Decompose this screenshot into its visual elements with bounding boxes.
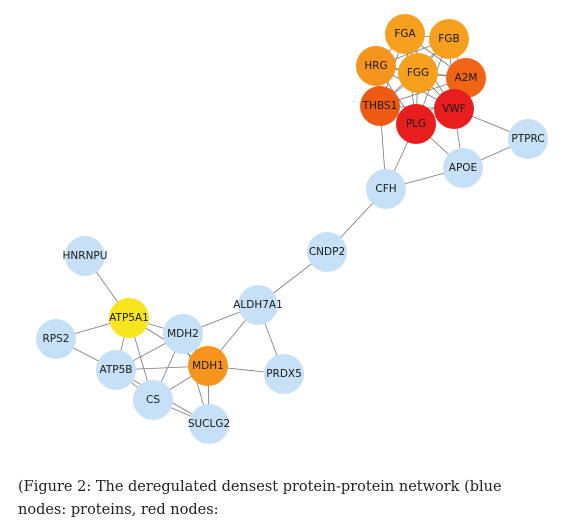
node-suclg2: SUCLG2 [188, 404, 230, 444]
node-vwf: VWF [434, 89, 474, 129]
node-circle-plg [396, 104, 436, 144]
node-label-suclg2: SUCLG2 [188, 418, 230, 430]
node-circle-fgb [429, 19, 469, 59]
node-cndp2: CNDP2 [307, 232, 347, 272]
caption-line-2: nodes: proteins, red nodes: [18, 502, 219, 518]
network-nodes: FGA FGB HRG FGG A2M THBS1 VWF PLG PTPRC APOE CFH CN… [36, 14, 548, 444]
node-label-cs: CS [146, 394, 160, 406]
node-prdx5: PRDX5 [264, 354, 304, 394]
node-circle-a2m [446, 58, 486, 98]
node-rps2: RPS2 [36, 319, 76, 359]
node-circle-thbs1 [360, 86, 400, 126]
node-circle-apoe [443, 148, 483, 188]
node-circle-atp5b [96, 350, 136, 390]
node-hnrnpu: HNRNPU [63, 236, 108, 276]
node-aldh7a1: ALDH7A1 [233, 285, 283, 325]
node-label-cfh: CFH [375, 183, 396, 195]
node-atp5b: ATP5B [96, 350, 136, 390]
node-label-prdx5: PRDX5 [266, 368, 302, 380]
node-label-hnrnpu: HNRNPU [63, 250, 108, 262]
node-circle-vwf [434, 89, 474, 129]
node-fgb: FGB [429, 19, 469, 59]
node-label-cndp2: CNDP2 [309, 246, 345, 258]
node-circle-rps2 [36, 319, 76, 359]
node-fgg: FGG [398, 53, 438, 93]
node-hrg: HRG [356, 46, 396, 86]
node-circle-hnrnpu [65, 236, 105, 276]
node-circle-cs [133, 380, 173, 420]
node-label-mdh1: MDH1 [192, 360, 224, 372]
node-apoe: APOE [443, 148, 483, 188]
node-cfh: CFH [366, 169, 406, 209]
node-circle-cfh [366, 169, 406, 209]
node-circle-fga [385, 14, 425, 54]
node-label-hrg: HRG [364, 60, 387, 72]
node-label-aldh7a1: ALDH7A1 [233, 299, 283, 311]
node-cs: CS [133, 380, 173, 420]
node-label-ptprc: PTPRC [511, 133, 544, 145]
node-circle-prdx5 [264, 354, 304, 394]
protein-network-diagram: FGA FGB HRG FGG A2M THBS1 VWF PLG PTPRC APOE CFH CN… [36, 14, 548, 444]
node-mdh2: MDH2 [163, 314, 203, 354]
node-label-fga: FGA [394, 28, 416, 40]
node-circle-mdh2 [163, 314, 203, 354]
node-label-apoe: APOE [449, 162, 477, 174]
node-circle-aldh7a1 [238, 285, 278, 325]
node-label-fgb: FGB [438, 33, 459, 45]
node-label-vwf: VWF [442, 103, 466, 115]
figure-caption: (Figure 2: The deregulated densest prote… [18, 476, 568, 522]
node-label-mdh2: MDH2 [167, 328, 199, 340]
node-circle-ptprc [508, 119, 548, 159]
node-label-plg: PLG [406, 118, 426, 130]
node-mdh1: MDH1 [188, 346, 228, 386]
node-label-atp5b: ATP5B [100, 364, 133, 376]
node-circle-suclg2 [189, 404, 229, 444]
node-circle-hrg [356, 46, 396, 86]
node-circle-atp5a1 [109, 298, 149, 338]
node-thbs1: THBS1 [360, 86, 400, 126]
node-atp5a1: ATP5A1 [109, 298, 149, 338]
node-label-rps2: RPS2 [43, 333, 70, 345]
node-label-a2m: A2M [455, 72, 478, 84]
node-a2m: A2M [446, 58, 486, 98]
node-circle-fgg [398, 53, 438, 93]
node-plg: PLG [396, 104, 436, 144]
node-circle-mdh1 [188, 346, 228, 386]
node-label-thbs1: THBS1 [362, 100, 398, 112]
caption-line-1: (Figure 2: The deregulated densest prote… [18, 479, 502, 495]
node-fga: FGA [385, 14, 425, 54]
node-circle-cndp2 [307, 232, 347, 272]
node-label-atp5a1: ATP5A1 [109, 312, 149, 324]
node-label-fgg: FGG [407, 67, 429, 79]
node-ptprc: PTPRC [508, 119, 548, 159]
